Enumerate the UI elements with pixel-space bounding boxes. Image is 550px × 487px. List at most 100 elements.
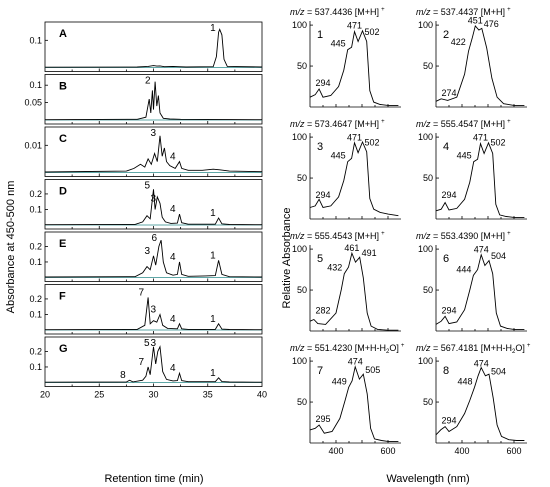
mass-annotation: m/z = 537.4436 [M+H] + bbox=[290, 7, 385, 17]
spectrum-trace bbox=[309, 29, 399, 106]
chromatogram-panel-F: 0.2 0.1 F 73 4 1 bbox=[29, 284, 263, 335]
peak-label: 2 bbox=[145, 76, 151, 87]
y-tick-label: 0.2 bbox=[29, 294, 42, 304]
mass-annotation: m/z = 567.4181 [M+H-H2O] + bbox=[416, 343, 531, 355]
panel-label: D bbox=[59, 186, 67, 198]
mass-annotation: m/z = 555.4547 [M+H] + bbox=[416, 119, 511, 129]
spectrum-trace bbox=[309, 365, 399, 442]
spectrum-trace bbox=[435, 141, 525, 218]
peak-wavelength-label: 504 bbox=[491, 251, 506, 261]
peak-wavelength-label: 422 bbox=[451, 37, 466, 47]
chromatogram-trace bbox=[44, 81, 263, 121]
peak-wavelength-label: 449 bbox=[332, 376, 347, 386]
spectrum-panel-7: 100 50 400 600 m/z = 551.4230 [M+H-H2O] + 7 295… bbox=[290, 343, 405, 456]
x-tick-label: 600 bbox=[380, 446, 395, 456]
peak-label: 3 bbox=[150, 193, 156, 204]
panel-number: 5 bbox=[317, 253, 323, 265]
y-tick-label: 0.1 bbox=[29, 35, 42, 45]
y-tick-label: 0.1 bbox=[29, 80, 42, 90]
spectrum-trace bbox=[309, 251, 399, 331]
chromatogram-panel-G: 0.2 0.1 G 8 7 5 3 4 1 bbox=[29, 336, 263, 387]
chromatogram-panels: 0.1A 10.10.05B 20.01C 340.20.1D 534 10.20.1E3… bbox=[24, 21, 267, 400]
spectrum-trace bbox=[435, 24, 525, 106]
chromatogram-panel-E: 0.2 0.1 E 36 4 1 bbox=[29, 231, 263, 282]
peak-wavelength-label: 432 bbox=[327, 263, 342, 273]
y-tick-label: 100 bbox=[292, 356, 307, 366]
spectrum-trace bbox=[435, 253, 525, 330]
chromatogram-trace bbox=[44, 297, 263, 331]
peak-wavelength-label: 294 bbox=[315, 78, 330, 88]
peak-wavelength-label: 491 bbox=[362, 248, 377, 258]
y-tick-label: 50 bbox=[297, 285, 307, 295]
peak-wavelength-label: 294 bbox=[441, 190, 456, 200]
peak-wavelength-label: 474 bbox=[348, 357, 363, 367]
y-tick-label: 50 bbox=[297, 173, 307, 183]
spectrum-panel-2: 100 50 m/z = 537.4437 [M+H] + 2 274 422 451 476 bbox=[416, 7, 527, 108]
panel-number: 3 bbox=[317, 141, 323, 153]
peak-label: 4 bbox=[170, 314, 176, 325]
peak-wavelength-label: 471 bbox=[347, 133, 362, 143]
peak-wavelength-label: 505 bbox=[365, 365, 380, 375]
spectrum-trace bbox=[309, 140, 399, 217]
peak-label: 5 bbox=[144, 338, 150, 349]
peak-label: 1 bbox=[210, 314, 216, 325]
peak-label: 1 bbox=[210, 23, 216, 34]
chromatogram-x-axis-label: Retention time (min) bbox=[104, 473, 203, 485]
chromatogram-trace bbox=[44, 345, 263, 383]
peak-wavelength-label: 471 bbox=[347, 21, 362, 31]
panel-number: 4 bbox=[443, 141, 449, 153]
x-tick-label: 25 bbox=[94, 390, 104, 400]
peak-label: 7 bbox=[139, 357, 145, 368]
peak-label: 4 bbox=[170, 363, 176, 374]
peak-wavelength-label: 502 bbox=[365, 138, 380, 148]
mass-annotation: m/z = 537.4437 [M+H] + bbox=[416, 7, 511, 17]
peak-wavelength-label: 294 bbox=[441, 416, 456, 426]
chromatogram-trace bbox=[44, 189, 263, 226]
peak-wavelength-label: 294 bbox=[315, 190, 330, 200]
x-tick-label: 20 bbox=[40, 390, 50, 400]
y-tick-label: 0.05 bbox=[24, 98, 42, 108]
peak-label: 5 bbox=[144, 181, 150, 192]
mass-annotation: m/z = 573.4647 [M+H] + bbox=[290, 119, 385, 129]
panel-number: 7 bbox=[317, 365, 323, 377]
chromatogram-panel-C: 0.01 C 3 4 bbox=[24, 126, 263, 177]
peak-wavelength-label: 474 bbox=[474, 245, 489, 255]
y-tick-label: 0.2 bbox=[29, 189, 42, 199]
peak-label: 8 bbox=[120, 370, 126, 381]
panel-frame bbox=[44, 21, 263, 72]
mass-annotation: m/z = 551.4230 [M+H-H2O] + bbox=[290, 343, 405, 355]
chromatogram-panel-A: 0.1 A 1 bbox=[29, 21, 263, 72]
panel-number: 1 bbox=[317, 29, 323, 41]
panel-label: E bbox=[59, 238, 66, 250]
chromatogram-y-axis-label: Absorbance at 450-500 nm bbox=[5, 181, 17, 314]
peak-wavelength-label: 502 bbox=[365, 27, 380, 37]
peak-label: 3 bbox=[150, 128, 156, 139]
panel-label: B bbox=[59, 81, 67, 93]
y-tick-label: 100 bbox=[292, 244, 307, 254]
peak-wavelength-label: 502 bbox=[491, 138, 506, 148]
peak-wavelength-label: 461 bbox=[344, 243, 359, 253]
peak-wavelength-label: 282 bbox=[315, 305, 330, 315]
y-tick-label: 50 bbox=[423, 173, 433, 183]
y-tick-label: 0.01 bbox=[24, 140, 42, 150]
panel-number: 8 bbox=[443, 365, 449, 377]
spectrum-trace bbox=[435, 366, 525, 441]
panel-frame bbox=[44, 179, 263, 230]
peak-wavelength-label: 294 bbox=[441, 305, 456, 315]
y-tick-label: 0.2 bbox=[29, 346, 42, 356]
peak-label: 4 bbox=[170, 204, 176, 215]
x-tick-label: 40 bbox=[257, 390, 267, 400]
panel-label: A bbox=[59, 28, 67, 40]
x-tick-label: 35 bbox=[203, 390, 213, 400]
peak-label: 4 bbox=[170, 152, 176, 163]
x-tick-label: 600 bbox=[506, 446, 521, 456]
peak-wavelength-label: 445 bbox=[331, 39, 346, 49]
y-tick-label: 50 bbox=[297, 61, 307, 71]
y-tick-label: 100 bbox=[418, 244, 433, 254]
